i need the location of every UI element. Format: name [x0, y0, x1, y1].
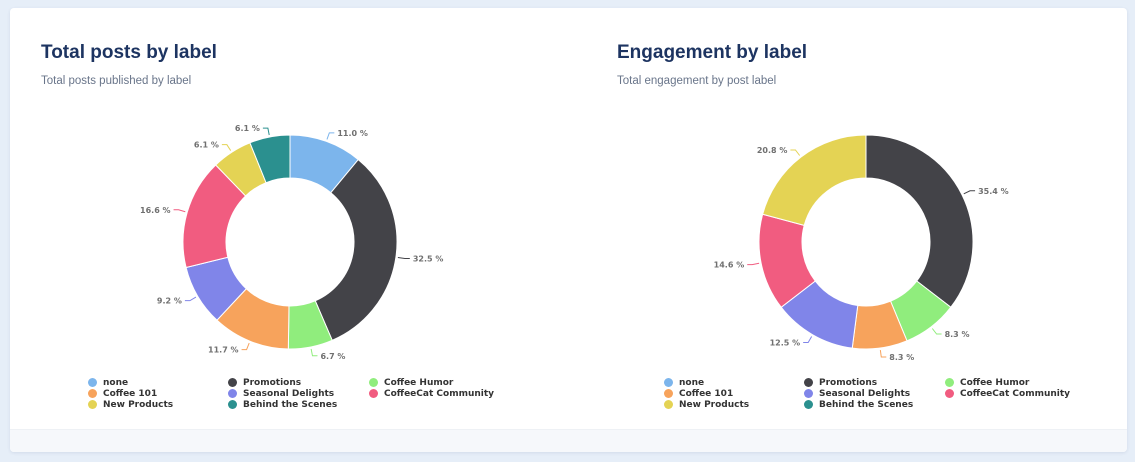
slice-label-connector — [310, 348, 318, 357]
legend-item-none[interactable]: none — [88, 377, 228, 388]
slice-label: 8.3 % — [945, 330, 970, 339]
legend-marker — [88, 400, 97, 409]
legend-label: Seasonal Delights — [243, 388, 335, 399]
slice-label: 9.2 % — [157, 297, 182, 306]
slice-label: 16.6 % — [140, 206, 171, 215]
slice-label-connector — [747, 262, 760, 266]
legend-label: Seasonal Delights — [819, 388, 911, 399]
legend-label: New Products — [679, 399, 750, 410]
slice-label: 11.0 % — [337, 129, 368, 138]
posts-donut-chart: 11.0 % 32.5 % 6.7 % 11.7 % 9.2 % 16.6 % 6.1 % 6… — [140, 124, 444, 361]
legend-label: none — [103, 377, 129, 388]
engagement-donut-chart: 35.4 % 8.3 % 8.3 % 12.5 % 14.6 % 20.8 % — [714, 134, 1009, 362]
legend-label: none — [679, 377, 705, 388]
legend-item-coffee-101[interactable]: Coffee 101 — [664, 388, 804, 399]
slice-label: 35.4 % — [978, 187, 1009, 196]
card-footer — [10, 429, 1127, 452]
legend-item-new-products[interactable]: New Products — [88, 399, 228, 410]
legend-label: Behind the Scenes — [819, 399, 914, 410]
legend-marker — [228, 389, 237, 398]
chart-legend: none Promotions Coffee Humor Coffee 101 Seas… — [88, 377, 568, 410]
slice-label-connector — [803, 336, 813, 344]
slice-label-connector — [173, 209, 186, 213]
slice-promotions[interactable] — [314, 158, 398, 341]
legend-marker — [88, 378, 97, 387]
legend-item-none[interactable]: none — [664, 377, 804, 388]
slice-label: 6.1 % — [194, 141, 219, 150]
slice-label-connector — [221, 144, 232, 151]
legend-item-coffee-humor[interactable]: Coffee Humor — [945, 377, 1095, 388]
slice-label-connector — [931, 328, 942, 335]
chart-legend: none Promotions Coffee Humor Coffee 101 Seas… — [664, 377, 1135, 410]
slice-label: 20.8 % — [757, 146, 788, 155]
legend-label: Coffee 101 — [679, 388, 734, 399]
slice-label-connector — [241, 342, 250, 351]
legend-marker — [664, 378, 673, 387]
engagement-by-label-panel: Engagement by label Total engagement by … — [586, 8, 1135, 428]
legend-item-coffee-101[interactable]: Coffee 101 — [88, 388, 228, 399]
slice-label: 6.7 % — [320, 352, 345, 361]
legend-marker — [228, 378, 237, 387]
legend-label: Promotions — [819, 377, 878, 388]
legend-label: Coffee Humor — [384, 377, 454, 388]
slice-promotions[interactable] — [865, 134, 974, 308]
legend-label: CoffeeCat Community — [384, 388, 495, 399]
legend-marker — [945, 389, 954, 398]
slice-behind-the-scenes[interactable] — [249, 134, 291, 184]
slice-label: 12.5 % — [770, 339, 801, 348]
chart-subtitle: Total engagement by post label — [617, 75, 777, 87]
slice-label-connector — [184, 296, 197, 302]
chart-title: Total posts by label — [41, 42, 217, 63]
legend-item-coffeecat-community[interactable]: CoffeeCat Community — [945, 388, 1095, 399]
slice-label-connector — [879, 349, 887, 358]
legend-item-behind-the-scenes[interactable]: Behind the Scenes — [804, 399, 945, 410]
chart-subtitle: Total posts published by label — [41, 75, 192, 87]
legend-marker — [88, 389, 97, 398]
slice-label-connector — [397, 257, 410, 260]
legend-label: New Products — [103, 399, 174, 410]
legend-marker — [804, 378, 813, 387]
legend-label: Promotions — [243, 377, 302, 388]
legend-marker — [664, 400, 673, 409]
dashboard-card: Total posts by label Total posts publish… — [10, 8, 1127, 452]
slice-label: 6.1 % — [235, 124, 260, 133]
slice-label: 32.5 % — [413, 255, 444, 264]
legend-item-new-products[interactable]: New Products — [664, 399, 804, 410]
legend-label: CoffeeCat Community — [960, 388, 1071, 399]
posts-by-label-panel: Total posts by label Total posts publish… — [10, 8, 570, 428]
slice-label-connector — [790, 149, 801, 156]
legend-item-coffee-humor[interactable]: Coffee Humor — [369, 377, 519, 388]
legend-item-coffeecat-community[interactable]: CoffeeCat Community — [369, 388, 519, 399]
slice-new-products[interactable] — [762, 134, 867, 226]
slice-label-connector — [262, 127, 270, 136]
slice-label: 8.3 % — [889, 353, 914, 362]
legend-marker — [804, 400, 813, 409]
legend-marker — [664, 389, 673, 398]
legend-label: Coffee 101 — [103, 388, 158, 399]
slice-label-connector — [326, 132, 335, 140]
legend-item-promotions[interactable]: Promotions — [228, 377, 369, 388]
slice-label: 14.6 % — [714, 261, 745, 270]
legend-item-promotions[interactable]: Promotions — [804, 377, 945, 388]
legend-marker — [804, 389, 813, 398]
slice-label-connector — [963, 190, 976, 195]
legend-label: Coffee Humor — [960, 377, 1030, 388]
legend-marker — [228, 400, 237, 409]
legend-item-behind-the-scenes[interactable]: Behind the Scenes — [228, 399, 369, 410]
legend-label: Behind the Scenes — [243, 399, 338, 410]
legend-marker — [945, 378, 954, 387]
legend-marker — [369, 389, 378, 398]
legend-marker — [369, 378, 378, 387]
legend-item-seasonal-delights[interactable]: Seasonal Delights — [804, 388, 945, 399]
chart-title: Engagement by label — [617, 42, 808, 63]
legend-item-seasonal-delights[interactable]: Seasonal Delights — [228, 388, 369, 399]
slice-label: 11.7 % — [208, 346, 239, 355]
